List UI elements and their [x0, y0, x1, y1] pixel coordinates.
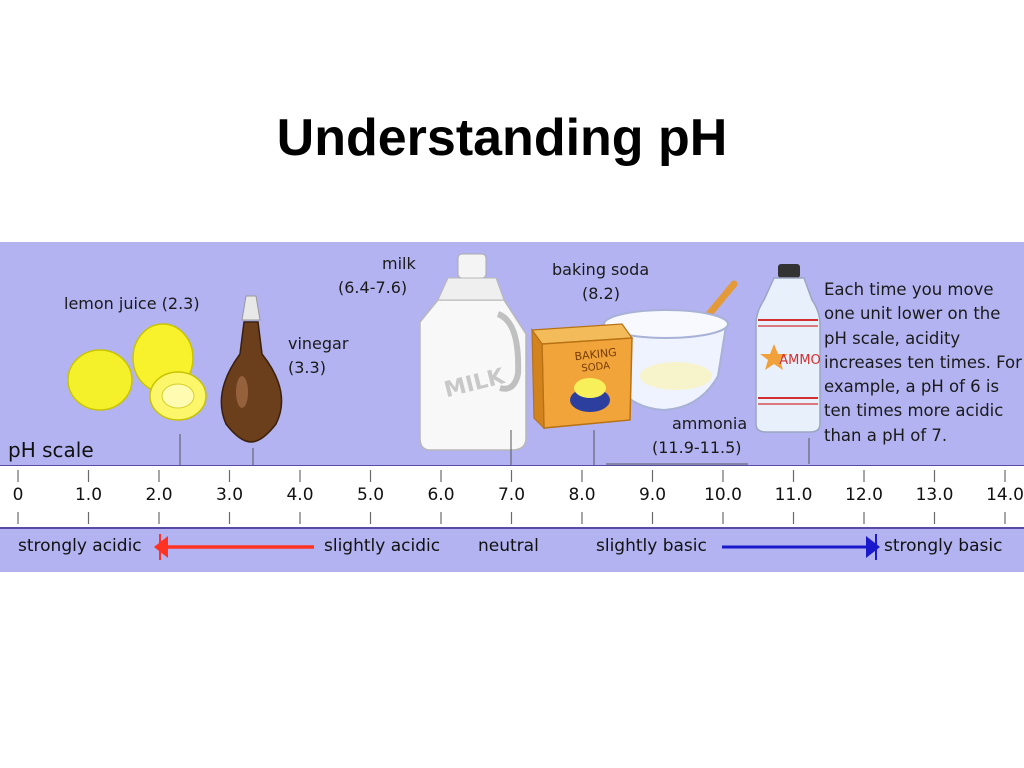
soda-package-label-1: BAKING — [574, 346, 617, 363]
strongly-basic-label: strongly basic — [884, 536, 1003, 556]
vinegar-bottle-image — [220, 295, 283, 443]
tick-label: 7.0 — [497, 485, 526, 505]
tick-label: 9.0 — [638, 485, 667, 505]
tick-label: 6.0 — [427, 485, 455, 505]
tick-label: 13.0 — [915, 485, 954, 505]
tick-label: 5.0 — [356, 485, 385, 505]
milk-jug-image: MILK — [419, 253, 527, 451]
baking-soda-label: baking soda — [552, 260, 650, 279]
ph-scale-panel: MILK BAKING SODA AMMO — [0, 242, 1024, 572]
baking-soda-value: (8.2) — [582, 284, 620, 303]
ph-illustration: MILK BAKING SODA AMMO — [0, 253, 1024, 467]
tick-label: 3.0 — [215, 485, 244, 505]
slightly-acidic-label: slightly acidic — [324, 536, 441, 556]
soda-package-label-2: SODA — [581, 361, 611, 375]
ammonia-value: (11.9-11.5) — [652, 438, 742, 457]
vinegar-label: vinegar — [288, 334, 349, 353]
pointer-lines — [179, 430, 810, 466]
mixing-bowl-image — [602, 280, 738, 412]
slightly-basic-label: slightly basic — [596, 536, 707, 556]
tick-label: 11.0 — [774, 485, 813, 505]
tick-label: 1.0 — [74, 485, 103, 505]
tick-label: 4.0 — [286, 485, 314, 505]
neutral-label: neutral — [478, 536, 539, 556]
baking-soda-box-image: BAKING SODA — [530, 323, 634, 430]
tick-label: 8.0 — [568, 485, 596, 505]
ammonia-label: ammonia — [672, 414, 748, 433]
ammonia-package-label: AMMO — [779, 353, 821, 368]
ph-scale-band — [0, 466, 1024, 528]
milk-value: (6.4-7.6) — [338, 278, 408, 297]
strongly-acidic-label: strongly acidic — [18, 536, 142, 556]
tick-label: 0 — [12, 485, 24, 505]
lemon-juice-label: lemon juice (2.3) — [64, 294, 200, 313]
slide-title: Understanding pH — [276, 109, 728, 167]
lemon-image — [67, 323, 207, 421]
tick-label: 14.0 — [986, 485, 1024, 505]
ph-scale-title: pH scale — [8, 438, 94, 462]
milk-label: milk — [382, 254, 416, 273]
tick-label: 12.0 — [845, 485, 883, 505]
tick-label: 10.0 — [704, 485, 742, 505]
tick-label: 2.0 — [145, 485, 173, 505]
ammonia-bottle-image: AMMO — [755, 264, 821, 433]
ph-explanation-note: Each time you move one unit lower on the… — [824, 280, 1022, 445]
ph-scale-ticks — [17, 470, 1006, 524]
vinegar-value: (3.3) — [288, 358, 326, 377]
